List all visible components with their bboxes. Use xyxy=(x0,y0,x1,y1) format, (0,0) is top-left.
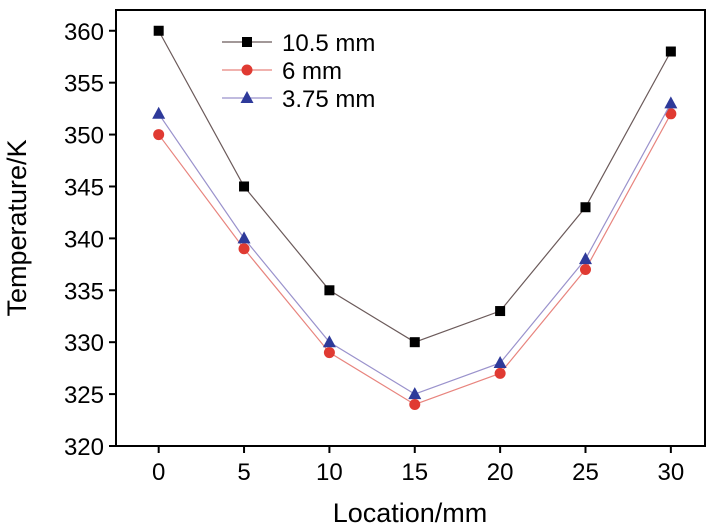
legend-label: 3.75 mm xyxy=(282,86,375,113)
x-tick-label: 5 xyxy=(237,459,250,486)
data-point xyxy=(493,355,507,368)
x-tick-label: 0 xyxy=(152,459,165,486)
series-line xyxy=(158,30,672,343)
data-point xyxy=(323,347,335,359)
y-tick-label: 355 xyxy=(64,71,104,98)
data-point xyxy=(494,367,506,379)
plot-frame xyxy=(115,9,706,447)
data-point xyxy=(153,25,164,36)
x-tick-label: 15 xyxy=(401,459,428,486)
legend-item-2: 3.75 mm xyxy=(222,86,375,113)
data-point xyxy=(665,46,676,57)
data-point xyxy=(239,181,250,192)
legend-item-0: 10.5 mm xyxy=(222,30,375,57)
legend-marker xyxy=(240,91,254,103)
series-0 xyxy=(153,25,676,348)
data-point xyxy=(238,243,250,255)
data-point xyxy=(409,398,421,410)
series-2 xyxy=(152,96,678,400)
x-tick-label: 30 xyxy=(658,459,685,486)
y-axis-title: Temperature/K xyxy=(2,139,32,316)
data-point xyxy=(322,335,336,348)
data-point xyxy=(579,264,591,276)
data-point xyxy=(324,285,335,296)
x-tick-label: 10 xyxy=(316,459,343,486)
series-line xyxy=(158,103,672,395)
y-tick-label: 320 xyxy=(64,434,104,461)
data-point xyxy=(578,252,592,265)
x-tick-label: 20 xyxy=(487,459,514,486)
series-line xyxy=(158,113,672,406)
data-point xyxy=(664,96,678,109)
data-point xyxy=(580,202,591,213)
y-tick-label: 330 xyxy=(64,330,104,357)
legend-marker xyxy=(241,64,253,76)
data-point xyxy=(408,387,422,400)
data-point xyxy=(665,108,677,120)
legend-label: 10.5 mm xyxy=(282,30,375,57)
x-tick-label: 25 xyxy=(572,459,599,486)
x-axis-title: Location/mm xyxy=(333,498,488,528)
data-point xyxy=(152,106,166,119)
legend-label: 6 mm xyxy=(282,58,342,85)
legend-marker xyxy=(242,37,252,47)
y-tick-label: 325 xyxy=(64,382,104,409)
data-point xyxy=(409,337,420,348)
data-point xyxy=(495,306,506,317)
legend-item-1: 6 mm xyxy=(222,58,342,85)
y-tick-label: 360 xyxy=(64,19,104,46)
data-point xyxy=(153,129,165,141)
data-point xyxy=(237,231,251,244)
y-tick-label: 345 xyxy=(64,174,104,201)
series-1 xyxy=(153,108,677,410)
y-tick-label: 335 xyxy=(64,278,104,305)
y-tick-label: 350 xyxy=(64,123,104,150)
y-tick-label: 340 xyxy=(64,226,104,253)
